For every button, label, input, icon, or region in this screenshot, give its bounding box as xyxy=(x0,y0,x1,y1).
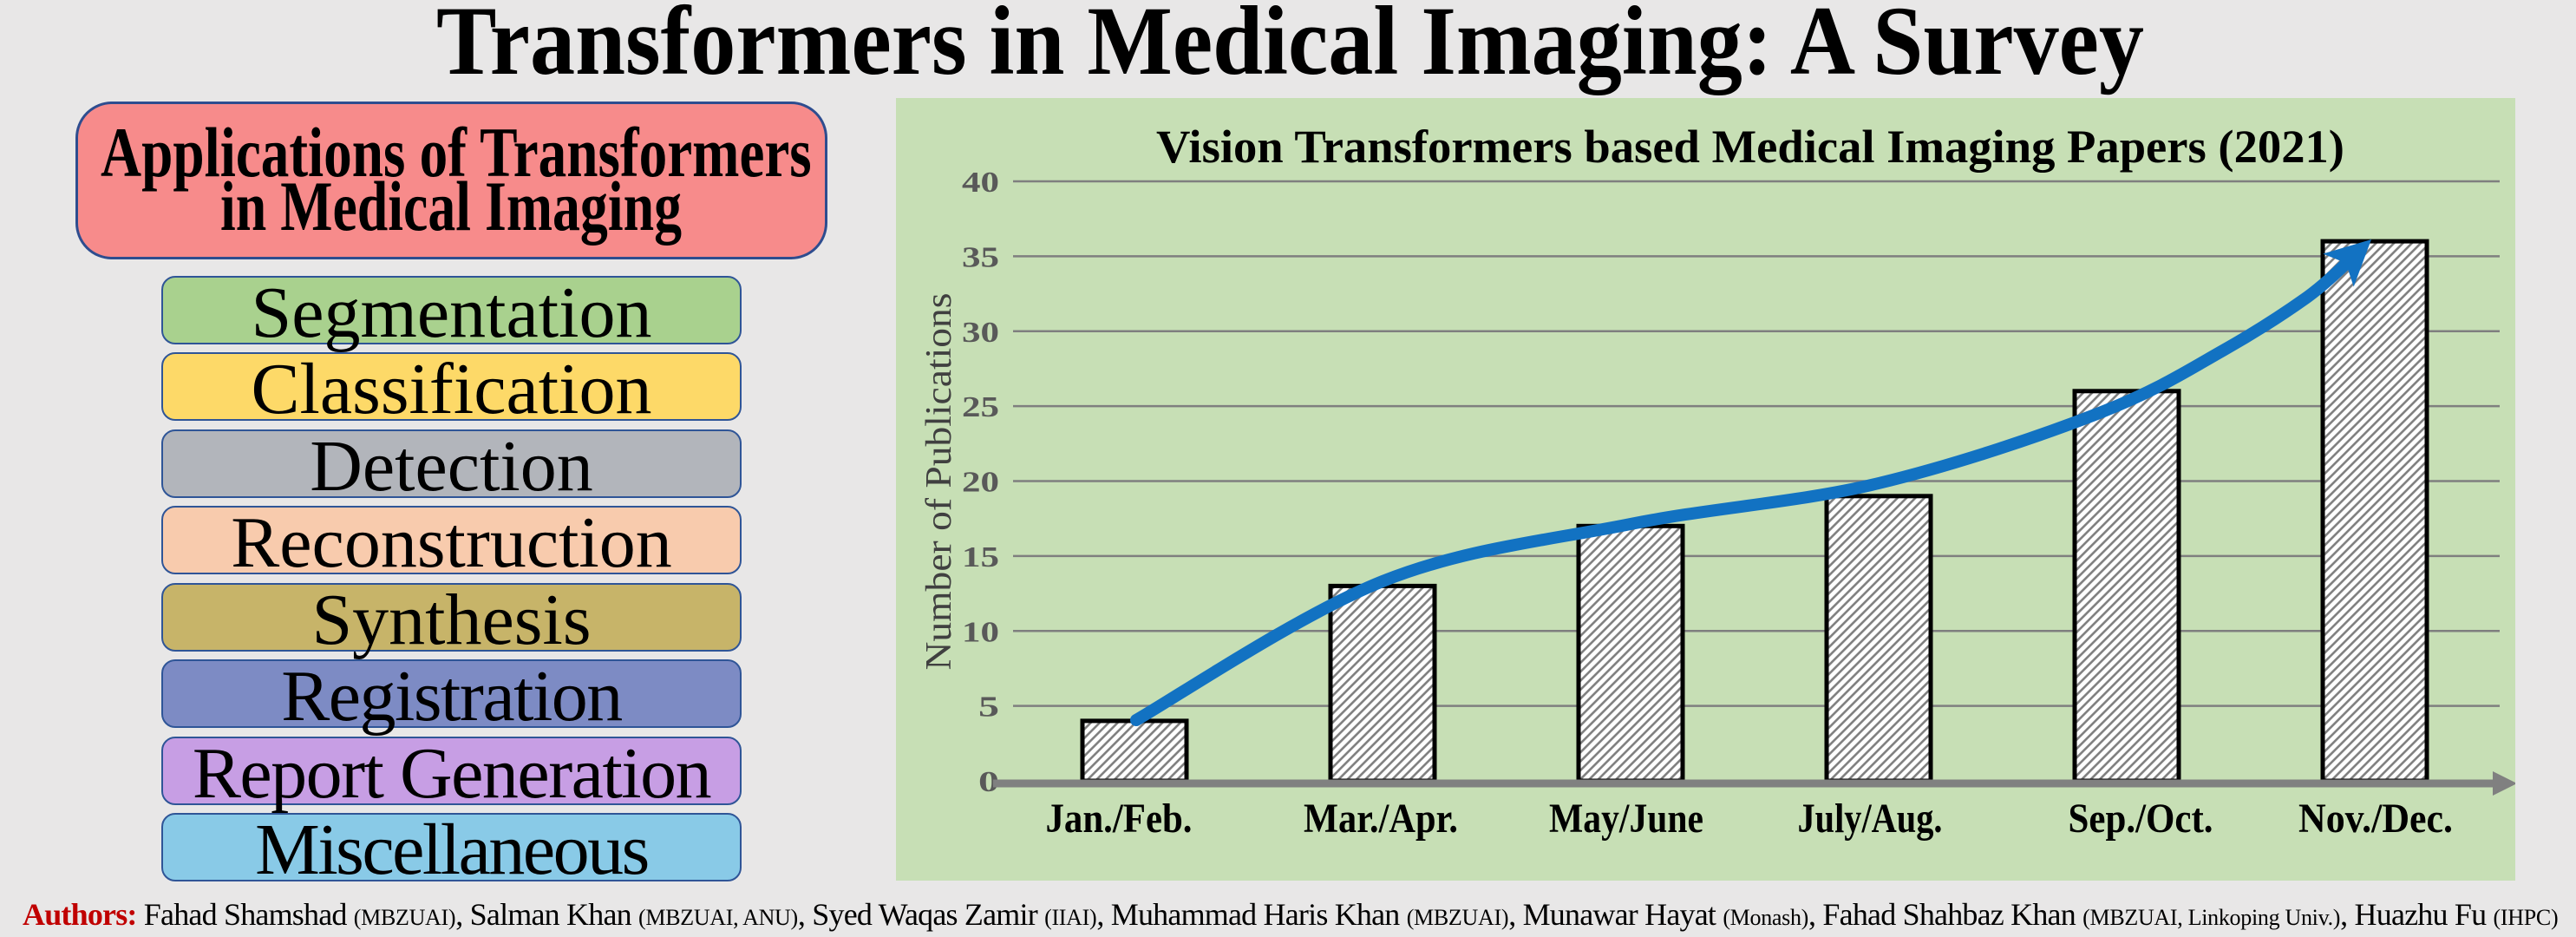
svg-text:10: 10 xyxy=(962,616,999,648)
svg-text:Mar./Apr.: Mar./Apr. xyxy=(1304,796,1458,842)
svg-text:20: 20 xyxy=(962,467,999,499)
svg-text:Number of Publications: Number of Publications xyxy=(919,293,959,671)
svg-text:May/June: May/June xyxy=(1549,796,1703,842)
svg-text:25: 25 xyxy=(962,391,999,423)
svg-text:Vision Transformers based Medi: Vision Transformers based Medical Imagin… xyxy=(1156,121,2344,173)
svg-text:Sep./Oct.: Sep./Oct. xyxy=(2069,796,2213,842)
svg-text:35: 35 xyxy=(962,241,999,273)
svg-text:15: 15 xyxy=(962,541,999,573)
svg-text:40: 40 xyxy=(962,167,999,199)
svg-text:Jan./Feb.: Jan./Feb. xyxy=(1046,796,1193,842)
svg-text:Nov./Dec.: Nov./Dec. xyxy=(2298,796,2453,842)
svg-text:July/Aug.: July/Aug. xyxy=(1798,796,1943,842)
svg-text:30: 30 xyxy=(962,317,999,349)
svg-text:5: 5 xyxy=(978,691,999,724)
